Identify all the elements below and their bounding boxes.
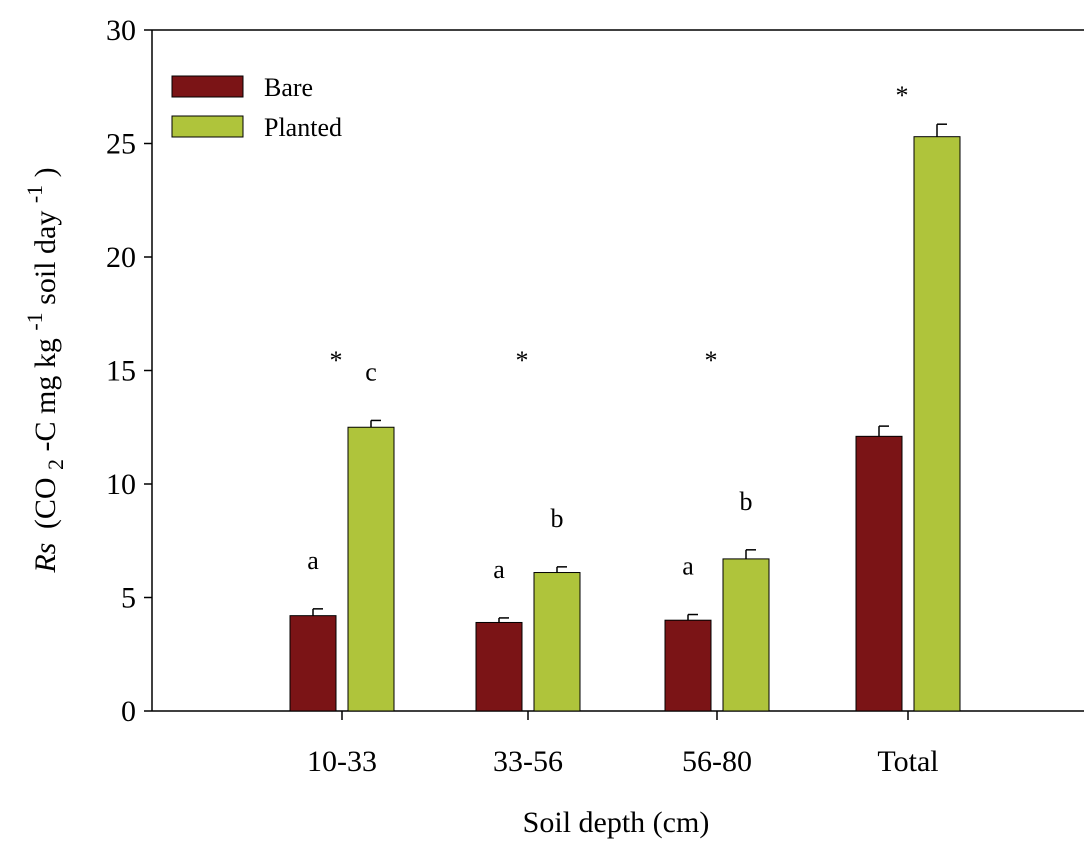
bar-planted-56-80 bbox=[722, 558, 770, 712]
y-label-close: ) bbox=[29, 167, 62, 177]
annotations: a a a c b b * * * * bbox=[307, 81, 908, 584]
legend-swatch-bare bbox=[171, 75, 244, 98]
bar-planted-total bbox=[913, 136, 961, 712]
legend: Bare Planted bbox=[171, 73, 342, 142]
bar-bare-56-80 bbox=[664, 619, 712, 712]
y-label-sub: 2 bbox=[43, 459, 68, 470]
bar-bare-10-33 bbox=[289, 615, 337, 712]
y-label-mid2: soil day bbox=[29, 211, 62, 305]
x-tick-label: 33-56 bbox=[493, 745, 563, 778]
x-tick-label: 56-80 bbox=[682, 745, 752, 778]
y-axis: 0 5 10 15 20 25 30 bbox=[106, 14, 152, 728]
legend-label-bare: Bare bbox=[264, 73, 313, 102]
x-tick-label: 10-33 bbox=[307, 745, 377, 778]
y-label-mid: -C mg kg bbox=[29, 338, 62, 451]
y-tick-label: 10 bbox=[106, 468, 136, 501]
legend-swatch-planted bbox=[171, 115, 244, 138]
bar-bare-total bbox=[855, 435, 903, 712]
y-tick-label: 30 bbox=[106, 14, 136, 47]
bar-planted-33-56 bbox=[533, 572, 581, 712]
y-label-sup2: -1 bbox=[22, 185, 47, 203]
significance-letter: b bbox=[740, 487, 753, 516]
y-tick-label: 15 bbox=[106, 355, 136, 388]
significance-letter: a bbox=[682, 552, 694, 581]
significance-star: * bbox=[516, 346, 529, 375]
y-label-sup1: -1 bbox=[22, 312, 47, 330]
significance-letter: b bbox=[551, 504, 564, 533]
significance-letter: a bbox=[493, 555, 505, 584]
significance-letter: a bbox=[307, 546, 319, 575]
significance-letter: c bbox=[365, 357, 377, 386]
y-tick-label: 20 bbox=[106, 241, 136, 274]
y-axis-label: Rs (CO 2 -C mg kg -1 soil day -1 ) bbox=[16, 167, 70, 573]
x-tick-label: Total bbox=[877, 745, 938, 778]
y-label-italic: Rs bbox=[29, 543, 62, 574]
legend-label-planted: Planted bbox=[264, 113, 342, 142]
significance-star: * bbox=[896, 81, 909, 110]
bar-bare-33-56 bbox=[475, 621, 523, 712]
y-tick-label: 25 bbox=[106, 128, 136, 161]
x-axis-label: Soil depth (cm) bbox=[523, 806, 710, 839]
x-axis: 10-33 33-56 56-80 Total bbox=[307, 711, 939, 778]
significance-star: * bbox=[330, 346, 343, 375]
bars bbox=[289, 123, 961, 712]
y-tick-label: 0 bbox=[121, 695, 136, 728]
y-label-open: (CO bbox=[29, 478, 62, 530]
significance-star: * bbox=[705, 346, 718, 375]
y-tick-label: 5 bbox=[121, 582, 136, 615]
bar-planted-10-33 bbox=[347, 426, 395, 712]
